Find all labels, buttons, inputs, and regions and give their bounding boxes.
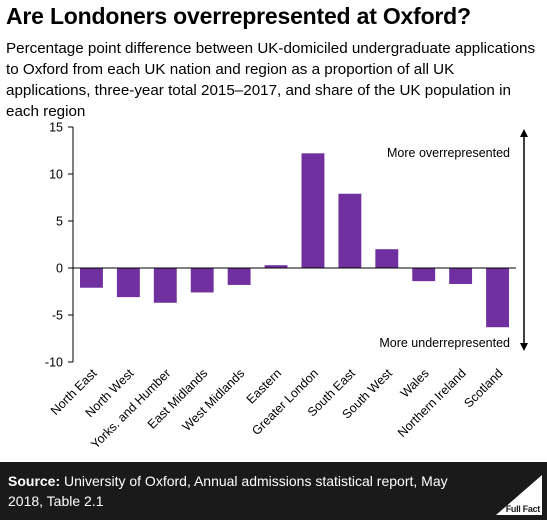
bar-south-east [338, 193, 362, 268]
source-note: Source: University of Oxford, Annual adm… [8, 471, 486, 511]
x-tick-label: Scotland [461, 366, 505, 410]
bars [80, 153, 509, 328]
source-text: University of Oxford, Annual admissions … [8, 473, 448, 509]
bar-scotland [486, 268, 509, 328]
double-arrow-icon [520, 129, 528, 351]
source-label: Source: [8, 473, 61, 489]
bar-eastern [264, 265, 288, 268]
x-tick-label: Northern Ireland [395, 366, 469, 440]
y-tick-label: -10 [45, 356, 63, 370]
x-tick-label: Greater London [249, 366, 321, 438]
y-tick-label: 0 [56, 262, 63, 276]
bar-greater-london [301, 153, 325, 268]
y-axis: -10 -5 0 5 10 15 [45, 121, 74, 370]
chart-title: Are Londoners overrepresented at Oxford? [6, 3, 471, 29]
bar-south-west [375, 249, 399, 268]
x-tick-label: Wales [398, 366, 432, 400]
annotation-overrepresented: More overrepresented [387, 146, 510, 160]
bar-north-east [80, 268, 103, 288]
bar-east-midlands [190, 268, 214, 293]
bar-west-midlands [227, 268, 251, 285]
chart-subtitle: Percentage point difference between UK-d… [6, 40, 536, 120]
y-tick-label: 10 [49, 168, 63, 182]
y-tick-label: 5 [56, 215, 63, 229]
bar-yorks-and-humber [153, 268, 177, 303]
logo-text: Full Fact [505, 504, 541, 514]
bar-north-west [116, 268, 140, 298]
y-tick-label: -5 [52, 309, 63, 323]
bar-northern-ireland [449, 268, 473, 284]
full-fact-logo-icon [496, 475, 542, 515]
bar-wales [412, 268, 436, 282]
annotation-underrepresented: More underrepresented [379, 336, 510, 350]
footer: Source: University of Oxford, Annual adm… [0, 462, 547, 520]
y-tick-label: 15 [49, 121, 63, 135]
